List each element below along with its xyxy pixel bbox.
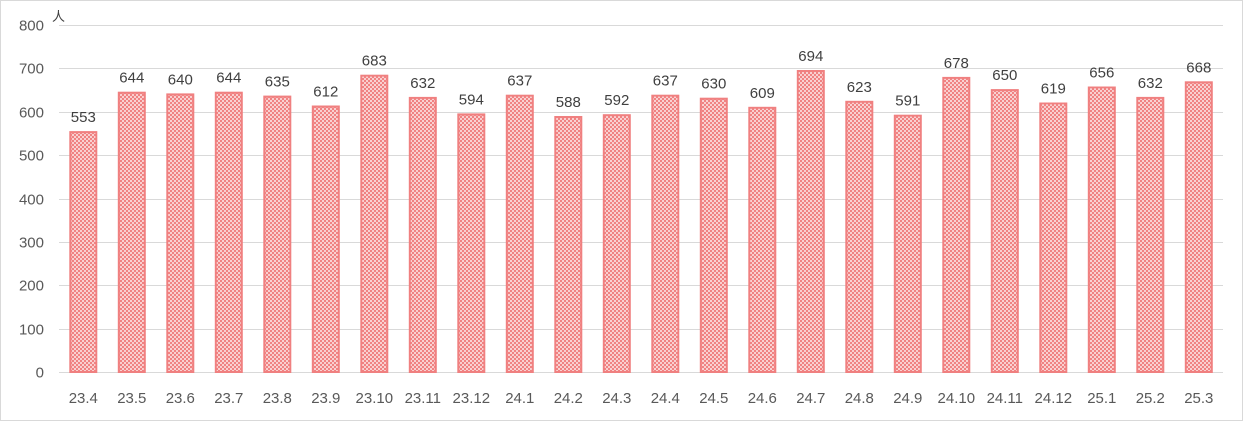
data-label: 553	[71, 109, 96, 126]
x-axis-ticks: 23.4 23.5 23.6 23.7 23.8 23.9 23.10 23.11 23.12 2…	[69, 390, 1214, 407]
bar	[457, 113, 486, 374]
bar	[845, 100, 874, 374]
y-tick-label: 600	[19, 105, 44, 122]
bar	[942, 76, 971, 374]
x-tick-label: 23.5	[117, 390, 146, 407]
bar	[796, 70, 825, 373]
x-tick-label: 24.12	[1035, 390, 1073, 407]
data-label: 637	[653, 73, 678, 90]
bar	[651, 94, 680, 373]
data-label: 637	[507, 73, 532, 90]
bar	[699, 97, 728, 373]
y-axis-ticks: 0 100 200 300 400 500 600 700 800	[19, 18, 44, 382]
bar	[505, 94, 534, 373]
data-label: 594	[459, 91, 484, 108]
bar	[408, 96, 437, 374]
y-tick-label: 0	[36, 365, 44, 382]
bar	[893, 114, 922, 373]
x-tick-label: 24.3	[602, 390, 631, 407]
bar	[990, 89, 1019, 373]
y-tick-label: 700	[19, 61, 44, 78]
data-label: 644	[216, 70, 241, 87]
data-label: 644	[119, 70, 144, 87]
x-tick-label: 25.3	[1184, 390, 1213, 407]
data-label: 591	[895, 93, 920, 110]
data-label: 612	[313, 84, 338, 101]
bar	[1039, 102, 1068, 373]
x-tick-label: 24.9	[893, 390, 922, 407]
data-label: 668	[1186, 59, 1211, 76]
x-tick-label: 24.2	[554, 390, 583, 407]
x-tick-label: 25.1	[1087, 390, 1116, 407]
data-label: 588	[556, 94, 581, 111]
bar	[602, 114, 631, 373]
x-tick-label: 24.6	[748, 390, 777, 407]
x-tick-label: 23.12	[453, 390, 491, 407]
y-tick-label: 100	[19, 322, 44, 339]
y-axis-unit-label: 人	[52, 10, 65, 25]
data-label: 678	[944, 55, 969, 72]
bar	[1136, 96, 1165, 374]
x-tick-label: 23.9	[311, 390, 340, 407]
data-label: 650	[992, 67, 1017, 84]
x-tick-label: 23.11	[405, 390, 441, 407]
x-tick-label: 24.4	[651, 390, 680, 407]
data-label: 592	[604, 92, 629, 109]
data-label: 632	[410, 75, 435, 92]
bar	[166, 93, 195, 374]
data-label: 656	[1089, 65, 1114, 82]
bar	[360, 74, 389, 373]
bar	[69, 131, 98, 373]
data-label: 683	[362, 53, 387, 70]
y-tick-label: 200	[19, 278, 44, 295]
data-label: 609	[750, 85, 775, 102]
x-tick-label: 23.8	[263, 390, 292, 407]
bar	[263, 95, 292, 373]
y-tick-label: 400	[19, 192, 44, 209]
bar	[1184, 81, 1213, 374]
x-tick-label: 23.7	[214, 390, 243, 407]
x-tick-label: 24.8	[845, 390, 874, 407]
bar	[214, 91, 243, 373]
bar	[748, 106, 777, 374]
data-label: 623	[847, 79, 872, 96]
data-label: 619	[1041, 81, 1066, 98]
x-tick-label: 25.2	[1136, 390, 1165, 407]
bar	[117, 91, 146, 373]
data-label: 630	[701, 76, 726, 93]
bar	[554, 116, 583, 373]
y-tick-label: 500	[19, 148, 44, 165]
x-tick-label: 23.6	[166, 390, 195, 407]
data-label: 640	[168, 71, 193, 88]
data-label: 635	[265, 74, 290, 91]
x-tick-label: 24.5	[699, 390, 728, 407]
y-tick-label: 300	[19, 235, 44, 252]
bar	[1087, 86, 1116, 373]
x-tick-label: 24.10	[938, 390, 976, 407]
gridlines	[59, 25, 1223, 373]
data-labels: 553 644 640 644 635 612 683 632 594 637 588 592 637 6…	[71, 48, 1212, 126]
x-tick-label: 23.10	[356, 390, 394, 407]
bar	[311, 105, 340, 373]
data-label: 632	[1138, 75, 1163, 92]
x-tick-label: 24.1	[505, 390, 534, 407]
y-tick-label: 800	[19, 18, 44, 35]
data-label: 694	[798, 48, 823, 65]
x-tick-label: 23.4	[69, 390, 98, 407]
x-tick-label: 24.11	[987, 390, 1023, 407]
bars	[69, 70, 1213, 374]
x-tick-label: 24.7	[796, 390, 825, 407]
